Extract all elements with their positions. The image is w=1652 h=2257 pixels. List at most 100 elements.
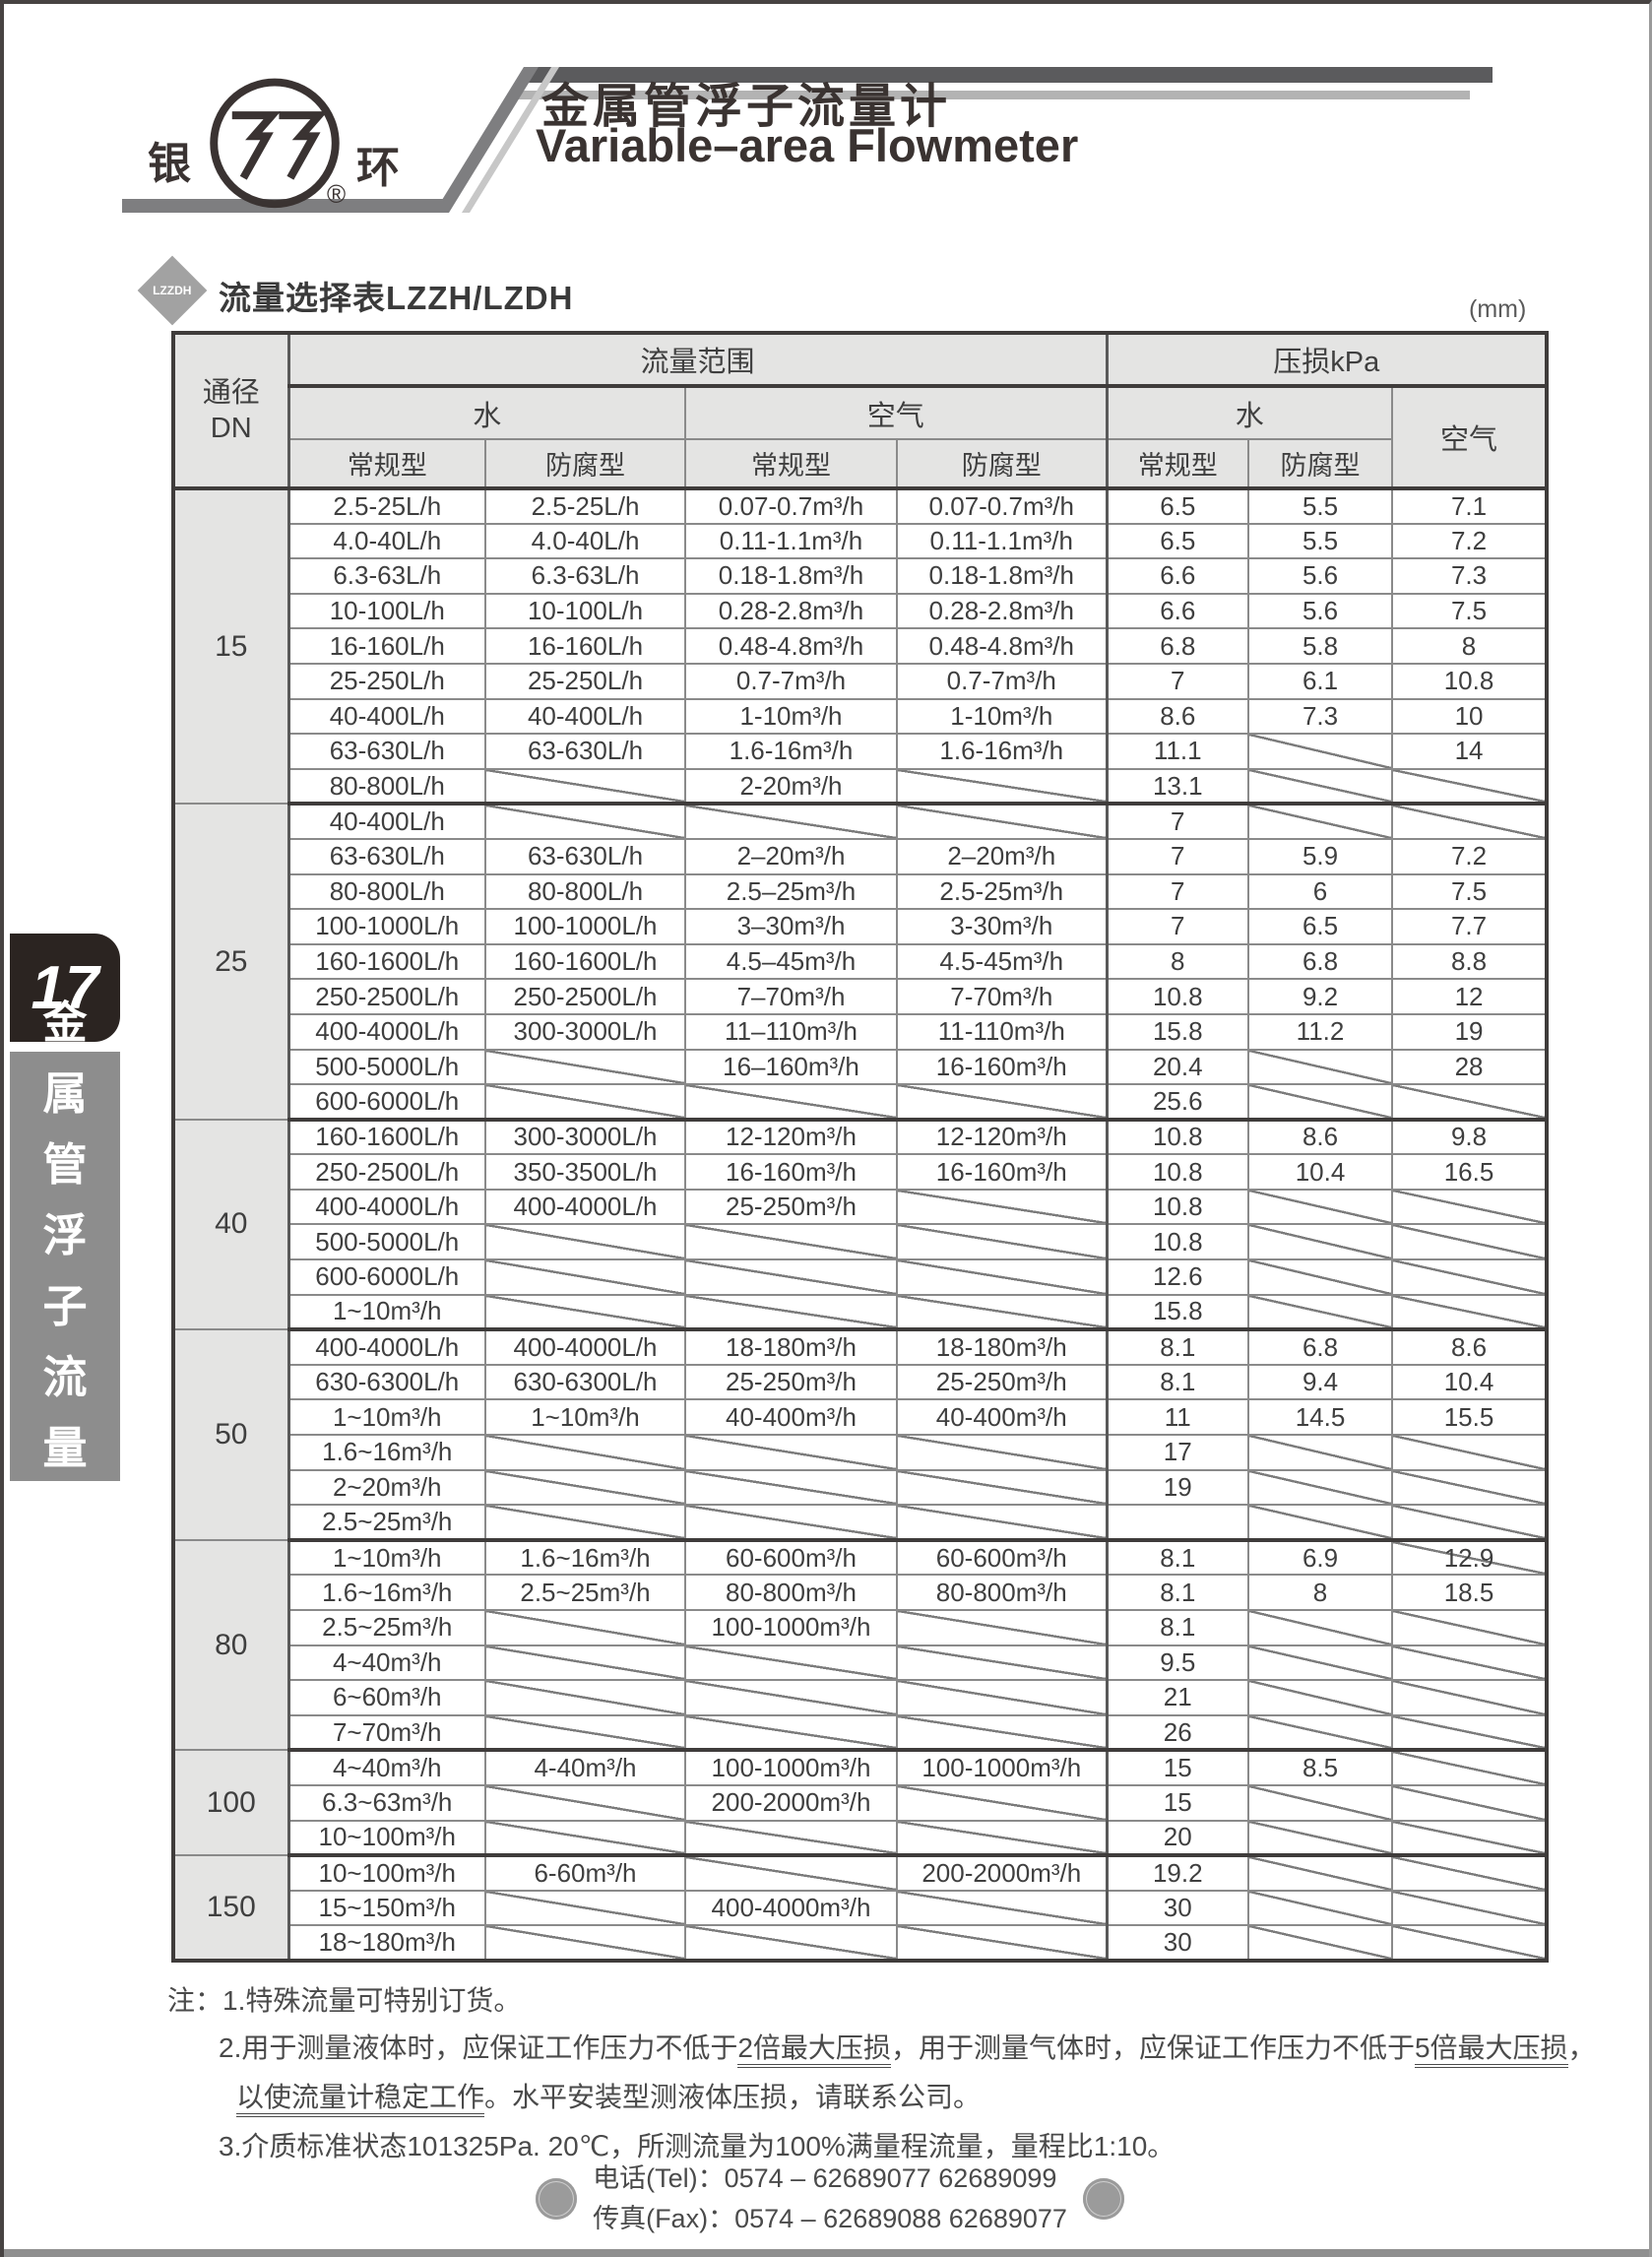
table-cell: 6.1	[1247, 662, 1394, 700]
table-row: 63-630L/h 63-630L/h 1.6-16m³/h 1.6-16m³/h 11…	[173, 733, 1549, 770]
table-cell: 16-160L/h	[484, 627, 686, 665]
table-cell: 400-4000L/h	[484, 1328, 686, 1366]
table-cell	[1391, 1854, 1549, 1892]
table-cell: 11	[1106, 1398, 1250, 1437]
table-cell: 6.3-63L/h	[484, 557, 686, 595]
table-cell: 15~150m³/h	[287, 1889, 486, 1927]
table-cell: 100-1000m³/h	[895, 1749, 1109, 1786]
col-header-dn: 通径 DN	[172, 332, 290, 489]
col-header-water: 水	[287, 385, 686, 440]
col-header-standard: 常规型	[287, 438, 486, 489]
table-cell: 400-4000m³/h	[684, 1889, 898, 1927]
table-cell: 20.4	[1106, 1048, 1250, 1086]
table-cell	[484, 767, 686, 806]
table-cell: 7.2	[1391, 837, 1549, 875]
table-cell: 500-5000L/h	[287, 1048, 486, 1086]
table-cell	[484, 1048, 686, 1086]
table-cell: 630-6300L/h	[484, 1363, 686, 1401]
table-cell	[1247, 1223, 1394, 1261]
contact-left-circle-icon	[536, 2177, 578, 2220]
table-cell: 14	[1391, 733, 1549, 770]
table-cell: 5.5	[1247, 522, 1394, 560]
table-cell	[484, 1644, 686, 1682]
table-cell: 6.8	[1247, 942, 1394, 981]
table-cell: 300-3000L/h	[484, 1012, 686, 1051]
table-row: 1~10m³/h 15.8	[173, 1293, 1549, 1332]
table-cell	[1391, 1644, 1549, 1682]
table-cell: 7.2	[1391, 522, 1549, 560]
vertical-title-char: 量	[42, 1422, 88, 1473]
table-row: 25 40-400L/h 7	[172, 803, 1549, 1121]
table-row: 15 2.5-25L/h 2.5-25L/h 0.07-0.7m³/h 0.07-0.7…	[172, 486, 1549, 806]
table-cell	[1391, 1083, 1549, 1122]
table-cell: 25-250m³/h	[895, 1363, 1109, 1401]
table-cell: 2.5-25m³/h	[895, 872, 1109, 911]
table-cell	[484, 1713, 686, 1753]
table-row: 6~60m³/h 21	[173, 1679, 1549, 1716]
table-cell: 250-2500L/h	[484, 978, 686, 1015]
table-cell	[1247, 1854, 1394, 1892]
table-cell: 63-630L/h	[484, 733, 686, 770]
table-cell: 0.48-4.8m³/h	[895, 627, 1109, 665]
flow-selection-table-wrap: 通径 DN 流量范围 压损kPa 水 空气 水 空气 常规型 防腐型 常规型 防…	[171, 331, 1550, 1963]
table-cell: 6.6	[1106, 557, 1250, 595]
table-cell	[1247, 1609, 1394, 1646]
table-cell: 11.1	[1106, 733, 1250, 770]
table-cell: 40-400L/h	[287, 803, 486, 840]
table-cell: 4.5-45m³/h	[895, 942, 1109, 981]
note-label: 注：	[167, 1985, 223, 2016]
table-cell: 15	[1106, 1749, 1250, 1786]
table-cell: 600-6000L/h	[287, 1083, 486, 1122]
table-row: 2.5~25m³/h	[173, 1504, 1549, 1542]
table-cell	[1247, 1083, 1394, 1122]
col-header-pressure-loss: 压损kPa	[1106, 332, 1549, 388]
table-cell: 5.6	[1247, 557, 1394, 595]
note-2-line-2: 以使流量计稳定工作。水平安装型测液体压损，请联系公司。	[236, 2076, 981, 2117]
table-cell	[1391, 1293, 1549, 1332]
table-cell	[1106, 1504, 1250, 1542]
table-cell: 13.1	[1106, 767, 1250, 806]
table-cell: 18-180m³/h	[684, 1328, 898, 1366]
table-cell	[684, 1644, 898, 1682]
table-cell: 6.8	[1106, 627, 1250, 665]
contact-block: 电话(Tel)：0574 – 62689077 62689099 传真(Fax)…	[4, 2159, 1649, 2238]
table-row: 80-800L/h 80-800L/h 2.5–25m³/h 2.5-25m³/h 7 6…	[173, 872, 1549, 911]
table-cell: 18~180m³/h	[287, 1924, 486, 1963]
table-row: 2~20m³/h 19	[173, 1468, 1549, 1507]
table-cell: 16-160m³/h	[895, 1153, 1109, 1191]
table-cell: 6.5	[1247, 908, 1394, 945]
vertical-title-char: 流	[42, 1351, 88, 1402]
table-cell	[1247, 1713, 1394, 1753]
table-cell: 8	[1391, 627, 1549, 665]
table-cell	[1247, 1048, 1394, 1086]
table-cell: 350-3500L/h	[484, 1153, 686, 1191]
table-cell: 8.6	[1247, 1118, 1394, 1156]
table-cell	[1247, 1889, 1394, 1927]
table-row: 250-2500L/h 350-3500L/h 16-160m³/h 16-160m³…	[173, 1153, 1549, 1191]
table-cell: 17	[1106, 1434, 1250, 1471]
table-cell	[895, 1504, 1109, 1542]
table-cell: 15	[1106, 1783, 1250, 1822]
table-cell: 0.07-0.7m³/h	[895, 487, 1109, 525]
table-cell: 60-600m³/h	[684, 1538, 898, 1577]
table-cell: 6.8	[1247, 1328, 1394, 1366]
table-cell: 0.18-1.8m³/h	[895, 557, 1109, 595]
table-row: 500-5000L/h 16–160m³/h 16-160m³/h 20.4 28	[173, 1048, 1549, 1086]
table-cell	[895, 1819, 1109, 1858]
table-row: 500-5000L/h 10.8	[173, 1223, 1549, 1261]
table-cell: 6~60m³/h	[287, 1679, 486, 1716]
table-cell: 25.6	[1106, 1083, 1250, 1122]
table-cell: 100-1000m³/h	[684, 1749, 898, 1786]
table-cell: 630-6300L/h	[287, 1363, 486, 1401]
table-cell	[484, 1504, 686, 1542]
table-cell: 2-20m³/h	[684, 767, 898, 806]
table-cell: 14.5	[1247, 1398, 1394, 1437]
table-row: 6.3-63L/h 6.3-63L/h 0.18-1.8m³/h 0.18-1.8m³…	[173, 557, 1549, 595]
table-cell	[895, 767, 1109, 806]
table-cell: 10~100m³/h	[287, 1854, 486, 1892]
table-cell: 500-5000L/h	[287, 1223, 486, 1261]
table-cell: 12.6	[1106, 1258, 1250, 1296]
table-row: 18~180m³/h 30	[173, 1924, 1549, 1963]
table-row: 15~150m³/h 400-4000m³/h 30	[173, 1889, 1549, 1927]
brand-char-left: 银	[148, 140, 191, 188]
